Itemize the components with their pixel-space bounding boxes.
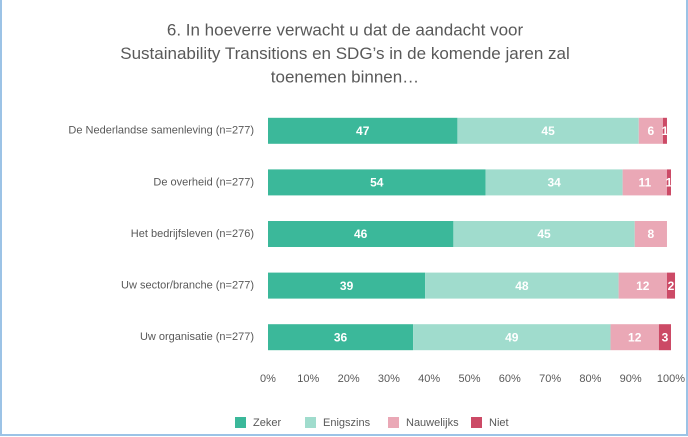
data-label: 48 bbox=[515, 279, 529, 293]
data-label: 54 bbox=[370, 176, 384, 190]
bar-segment bbox=[618, 272, 667, 299]
bar-segment bbox=[268, 169, 486, 196]
bar-segment bbox=[610, 324, 659, 351]
bar-segment bbox=[268, 221, 454, 247]
legend-swatch bbox=[471, 417, 482, 428]
legend-label: Enigszins bbox=[323, 417, 371, 429]
x-tick-label: 100% bbox=[657, 373, 685, 385]
data-label: 12 bbox=[636, 279, 650, 293]
bar-segment bbox=[453, 221, 635, 247]
x-tick-label: 30% bbox=[378, 373, 400, 385]
bar-segment bbox=[268, 272, 426, 299]
legend-swatch bbox=[305, 417, 316, 428]
y-tick-label: Uw sector/branche (n=277) bbox=[121, 280, 254, 292]
bar-segment bbox=[634, 221, 667, 247]
data-label: 46 bbox=[354, 227, 368, 241]
data-label: 6 bbox=[648, 124, 655, 138]
chart-title: toenemen binnen… bbox=[271, 67, 419, 86]
legend-swatch bbox=[235, 417, 246, 428]
y-tick-label: Het bedrijfsleven (n=276) bbox=[131, 228, 254, 240]
x-tick-label: 40% bbox=[418, 373, 440, 385]
bar-segment bbox=[666, 272, 676, 299]
data-label: 49 bbox=[505, 330, 519, 344]
chart-title: Sustainability Transitions en SDG’s in d… bbox=[120, 44, 569, 63]
legend-label: Niet bbox=[489, 417, 509, 429]
y-tick-label: De Nederlandse samenleving (n=277) bbox=[68, 125, 254, 137]
x-tick-label: 20% bbox=[338, 373, 360, 385]
data-label: 45 bbox=[541, 124, 555, 138]
bar-segment bbox=[425, 272, 619, 299]
x-tick-label: 0% bbox=[260, 373, 276, 385]
data-label: 2 bbox=[668, 279, 675, 293]
data-label: 34 bbox=[547, 176, 561, 190]
bar-segment bbox=[457, 117, 639, 144]
data-label: 39 bbox=[340, 279, 354, 293]
bar-segment bbox=[268, 324, 414, 351]
chart-title: 6. In hoeverre verwacht u dat de aandach… bbox=[167, 20, 524, 39]
data-label: 36 bbox=[334, 330, 348, 344]
bar-segment bbox=[485, 169, 623, 196]
legend-label: Zeker bbox=[253, 417, 281, 429]
x-tick-label: 90% bbox=[620, 373, 642, 385]
bar-segment bbox=[268, 117, 458, 144]
data-label: 45 bbox=[537, 227, 551, 241]
data-label: 12 bbox=[628, 330, 642, 344]
x-tick-label: 70% bbox=[539, 373, 561, 385]
y-tick-label: Uw organisatie (n=277) bbox=[140, 331, 254, 343]
y-tick-label: De overheid (n=277) bbox=[153, 176, 254, 188]
bar-segment bbox=[658, 324, 671, 351]
x-tick-label: 10% bbox=[297, 373, 319, 385]
data-label: 1 bbox=[666, 176, 673, 190]
data-label: 8 bbox=[648, 227, 655, 241]
bar-segment bbox=[413, 324, 611, 351]
bar-segment bbox=[662, 117, 667, 144]
data-label: 1 bbox=[662, 124, 669, 138]
legend-label: Nauwelijks bbox=[406, 417, 459, 429]
x-tick-label: 80% bbox=[579, 373, 601, 385]
data-label: 3 bbox=[662, 330, 669, 344]
bar-segment bbox=[666, 169, 671, 196]
data-label: 47 bbox=[356, 124, 370, 138]
data-label: 11 bbox=[638, 176, 651, 190]
legend-swatch bbox=[388, 417, 399, 428]
x-tick-label: 60% bbox=[499, 373, 521, 385]
bar-segment bbox=[622, 169, 667, 196]
bar-segment bbox=[638, 117, 663, 144]
x-tick-label: 50% bbox=[458, 373, 480, 385]
